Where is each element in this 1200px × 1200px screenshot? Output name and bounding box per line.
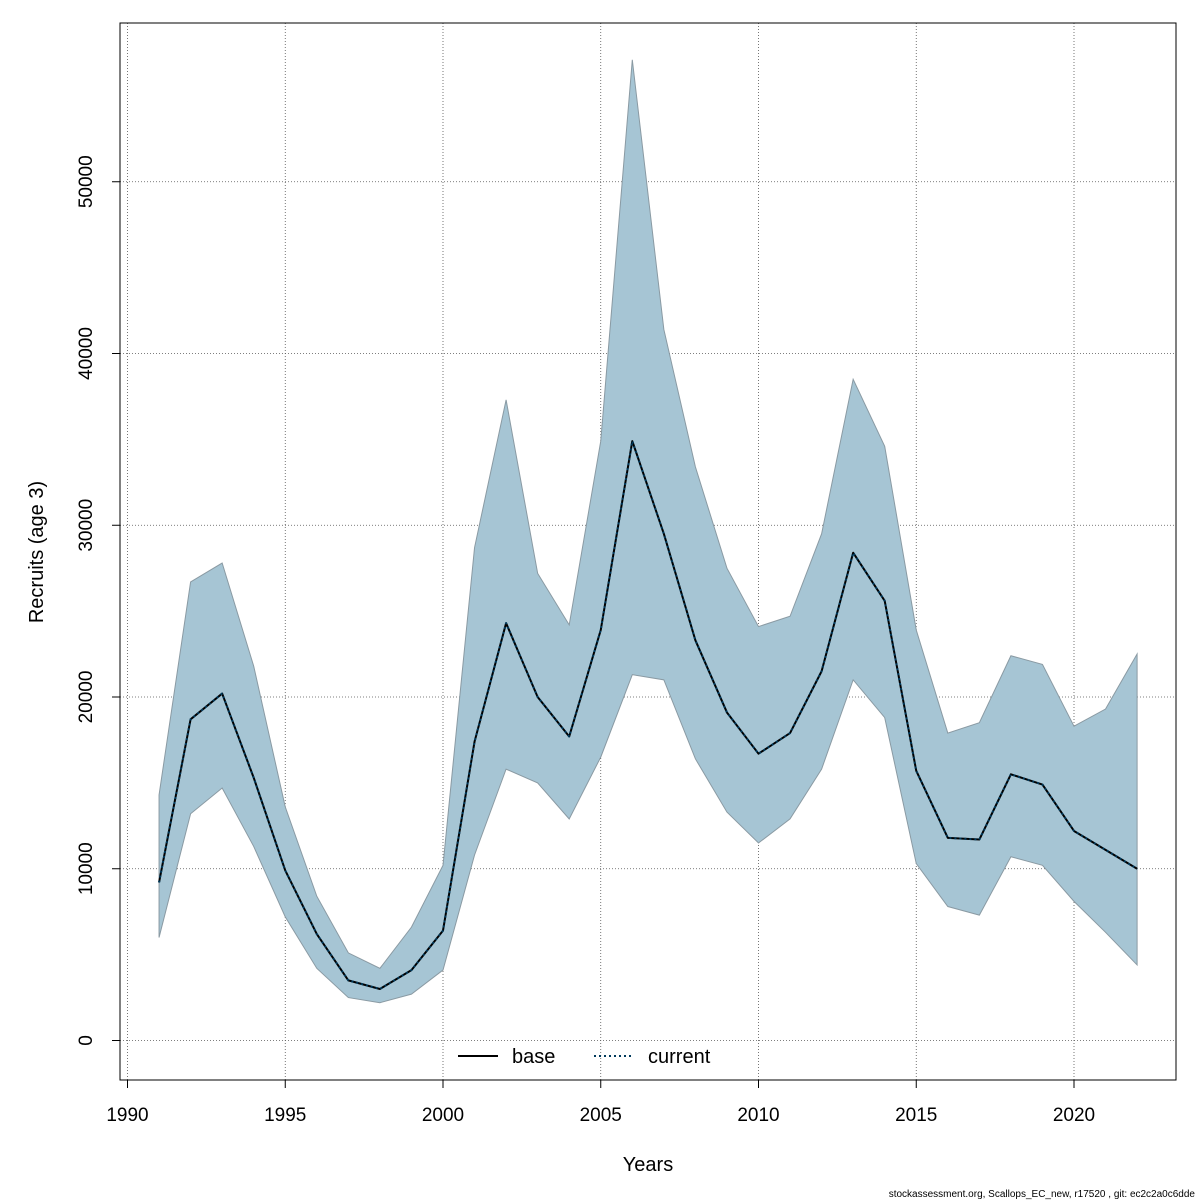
y-axis: 0 10000 20000 30000 40000 50000: [76, 155, 121, 1046]
y-tick-label-50000: 50000: [76, 155, 97, 208]
x-tick-label-2005: 2005: [580, 1105, 622, 1126]
confidence-band-area: [158, 59, 1138, 1004]
y-tick-label-40000: 40000: [76, 327, 97, 380]
series-line-current: [158, 440, 1138, 990]
legend: base current: [458, 1046, 711, 1068]
legend-label-base: base: [512, 1046, 555, 1068]
legend-label-current: current: [648, 1046, 711, 1068]
x-axis: 1990 1995 2000 2005 2010 2015 2020: [106, 1079, 1095, 1126]
footer-credit: stockassessment.org, Scallops_EC_new, r1…: [889, 1189, 1196, 1200]
x-tick-label-2000: 2000: [422, 1105, 464, 1126]
x-tick-label-2015: 2015: [895, 1105, 937, 1126]
y-tick-label-0: 0: [76, 1035, 97, 1046]
confidence-band: [158, 59, 1138, 1004]
x-tick-label-2020: 2020: [1053, 1105, 1095, 1126]
x-tick-label-1990: 1990: [106, 1105, 148, 1126]
y-tick-label-30000: 30000: [76, 499, 97, 552]
y-tick-label-20000: 20000: [76, 671, 97, 724]
x-tick-label-1995: 1995: [264, 1105, 306, 1126]
series-lines: [158, 440, 1138, 990]
y-tick-label-10000: 10000: [76, 842, 97, 895]
x-axis-title: Years: [623, 1154, 673, 1176]
y-axis-title: Recruits (age 3): [26, 481, 48, 623]
x-tick-label-2010: 2010: [737, 1105, 779, 1126]
